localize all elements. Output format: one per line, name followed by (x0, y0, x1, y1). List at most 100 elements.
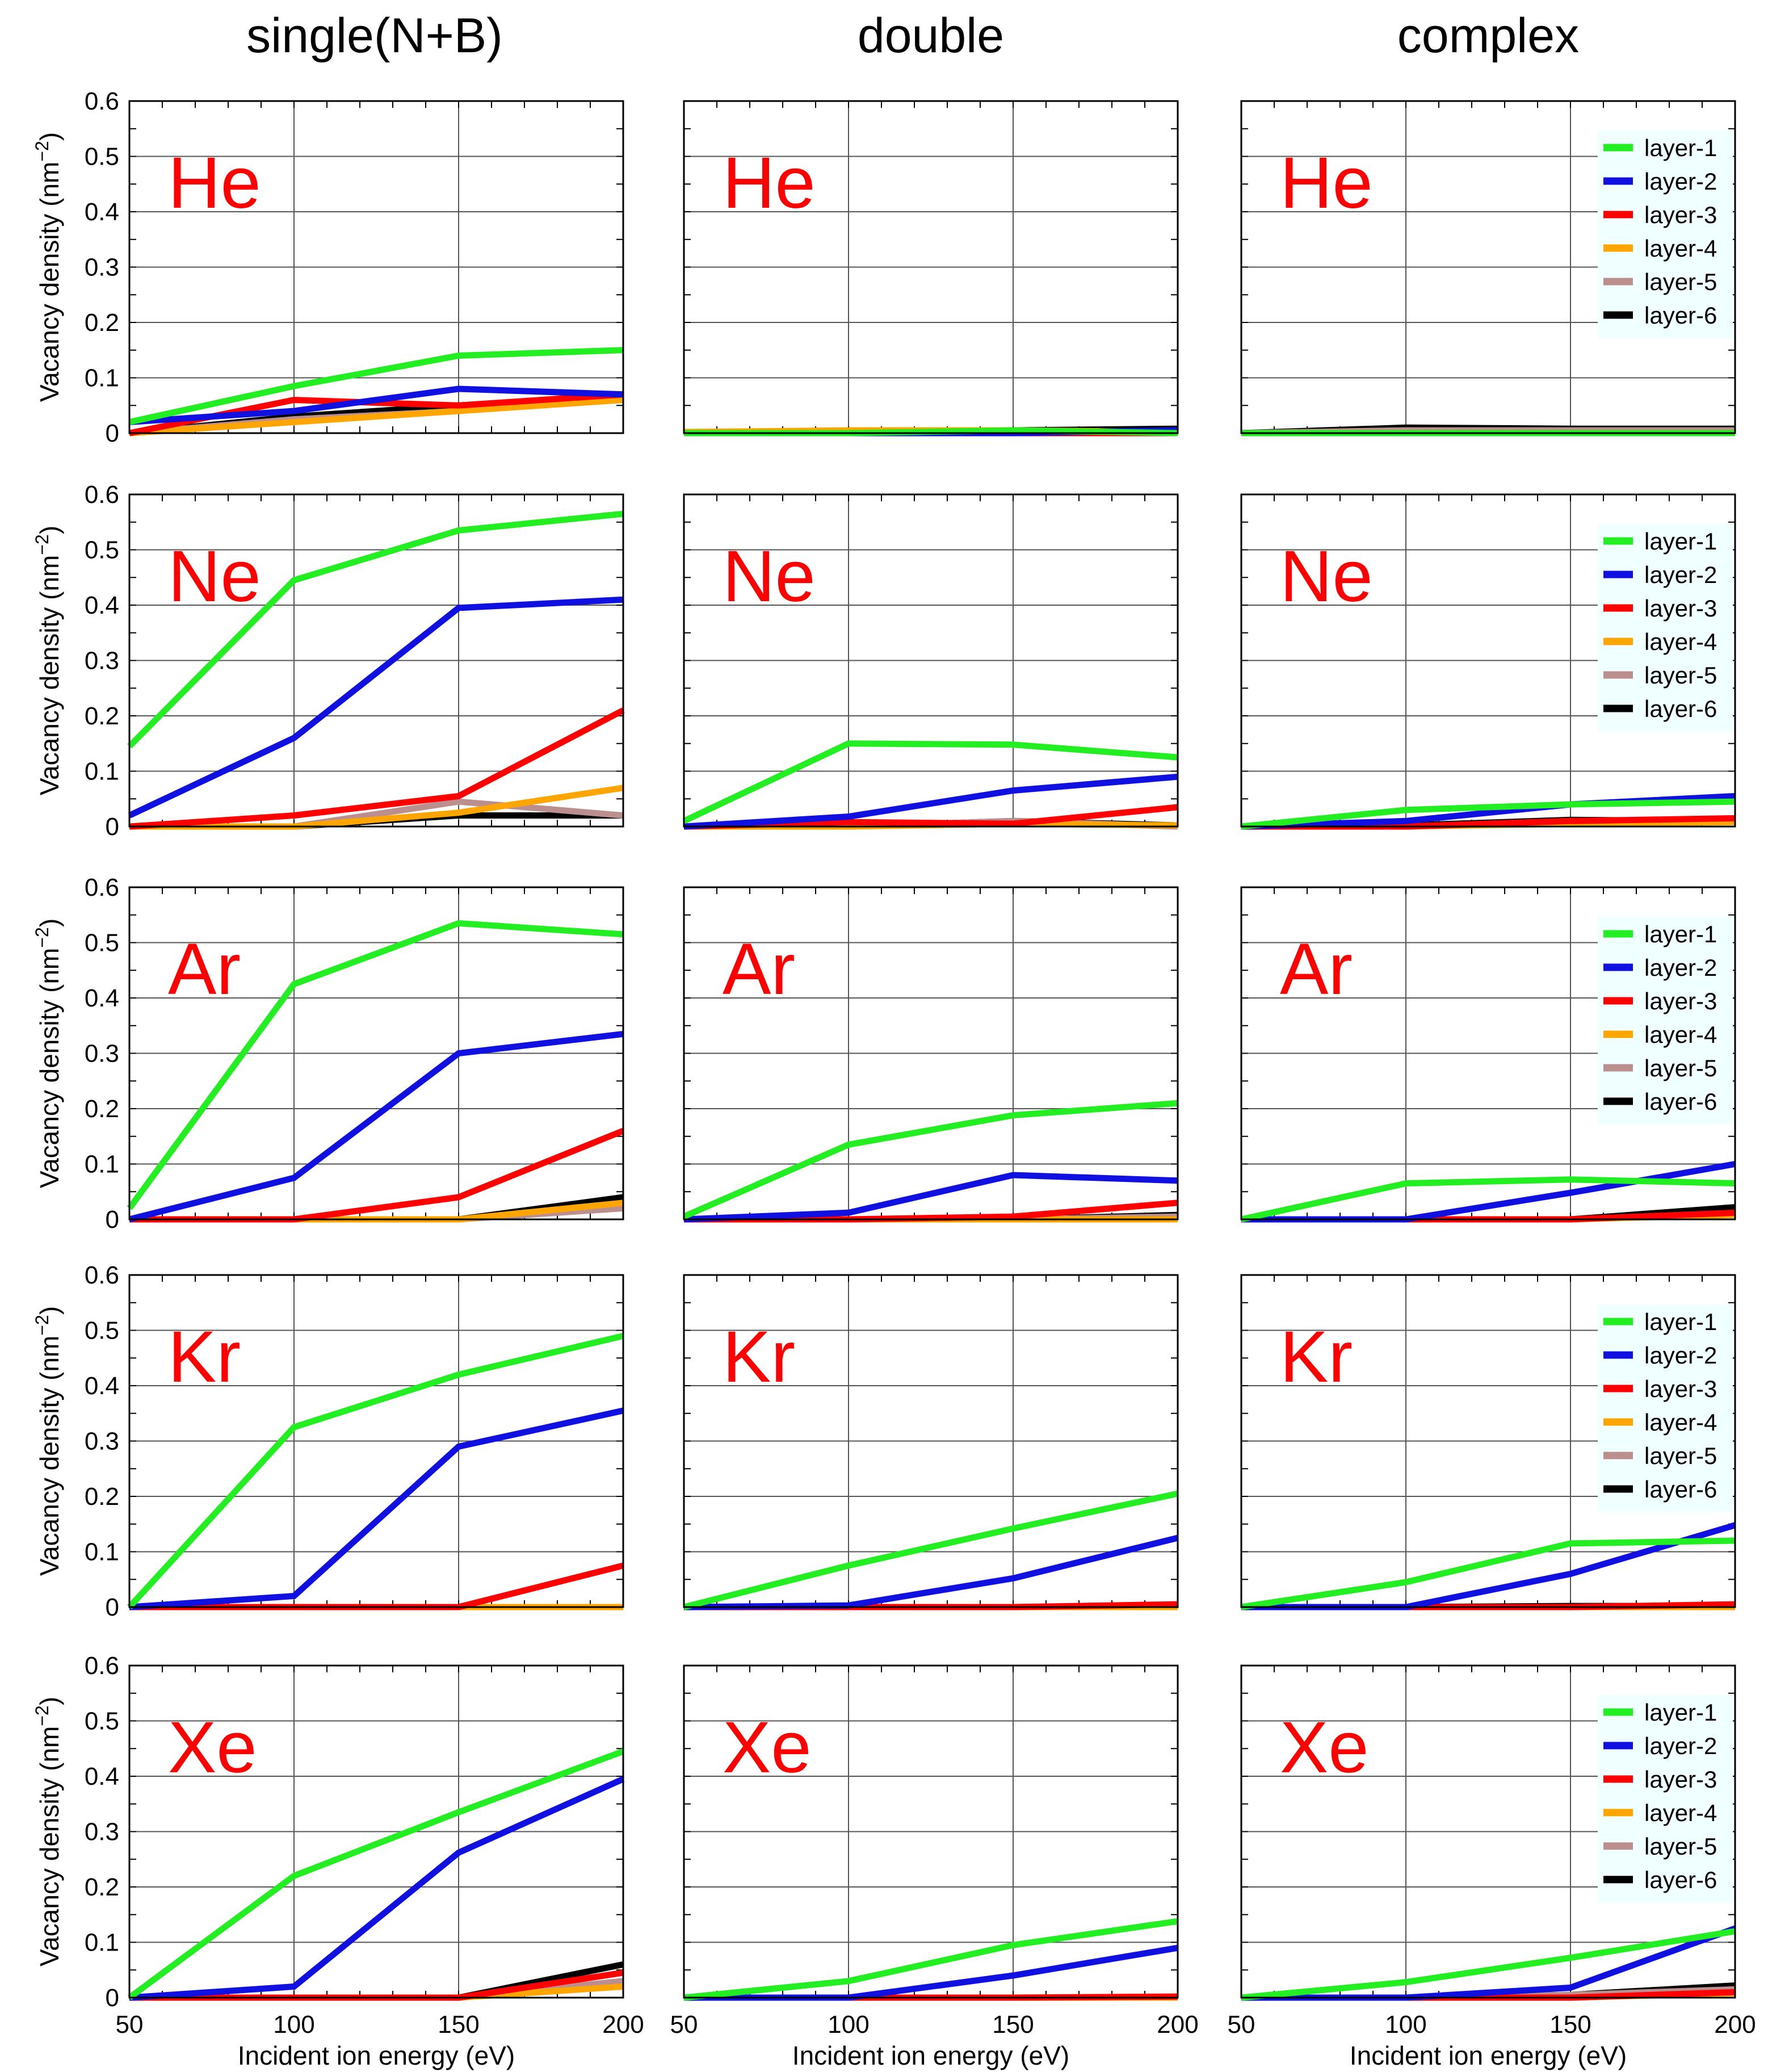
series-line-layer-2 (683, 1172, 1178, 1223)
x-tick-label: 200 (1714, 2011, 1756, 2039)
gas-label: Ne (168, 536, 261, 617)
legend-label-layer-4: layer-4 (1644, 628, 1717, 655)
y-tick-label: 0.3 (85, 254, 119, 282)
plot-frame (1240, 886, 1736, 1220)
y-tick-label: 0.4 (85, 198, 119, 226)
column-title-double: double (858, 9, 1004, 63)
series-line-layer-2 (129, 385, 624, 425)
series-line-layer-1 (1241, 1928, 1736, 2001)
y-tick-label: 0.4 (85, 1763, 119, 1790)
series-line-layer-1 (127, 1332, 624, 1609)
legend-box (1598, 1695, 1733, 1903)
x-tick-label: 200 (1157, 2011, 1198, 2039)
series-line-layer-2 (129, 1776, 625, 2001)
y-tick-label: 0.1 (85, 1151, 119, 1178)
y-tick-label: 0.4 (85, 592, 119, 619)
gas-label: Xe (1280, 1707, 1369, 1788)
legend-label-layer-3: layer-3 (1644, 595, 1717, 622)
gas-label: Ar (168, 929, 241, 1010)
gas-label: He (1280, 142, 1373, 224)
legend-box (1598, 917, 1733, 1125)
legend-label-layer-4: layer-4 (1644, 235, 1717, 262)
y-tick-label: 0.1 (85, 1929, 119, 1957)
legend-label-layer-1: layer-1 (1644, 1699, 1717, 1726)
plot-frame (683, 886, 1179, 1220)
plot-frame (1240, 1274, 1736, 1608)
legend-label-layer-5: layer-5 (1644, 1442, 1717, 1469)
gas-label: Ar (723, 929, 795, 1010)
y-tick-label: 0 (106, 1593, 119, 1621)
y-tick-label: 0 (106, 1984, 119, 2012)
x-axis-label: Incident ion energy (eV) (1350, 2041, 1627, 2070)
plot-frame (128, 493, 624, 828)
series-line-layer-1 (1241, 798, 1736, 830)
x-tick-label: 100 (828, 2011, 869, 2039)
x-axis-label: Incident ion energy (eV) (238, 2041, 515, 2070)
y-tick-label: 0.1 (85, 1538, 119, 1566)
panel-xe-single: 0 0.1 0.2 0.3 0.4 0.5 0.6 Vacancy density (nm−2… (32, 1652, 644, 2070)
panel-xe-double: 50 100 150 200 Incident ion energy (eV) Xe (670, 1664, 1199, 2070)
plot-frame (683, 1274, 1179, 1608)
panel-ar-complex: Ar layer-1 layer-2 layer-3 layer-4 layer-5 lay… (1240, 886, 1736, 1223)
legend-label-layer-3: layer-3 (1644, 202, 1717, 228)
x-tick-label: 150 (438, 2011, 479, 2039)
legend-box (1598, 524, 1733, 732)
y-tick-label: 0.4 (85, 984, 119, 1012)
plot-frame (683, 493, 1179, 828)
y-tick-label: 0.6 (85, 1652, 119, 1680)
plot-frame (128, 1274, 624, 1608)
series-line-layer-1 (682, 1100, 1178, 1220)
y-axis-label: Vacancy density (nm−2) (32, 526, 64, 795)
legend-label-layer-2: layer-2 (1644, 1342, 1717, 1369)
y-tick-label: 0.3 (85, 1040, 119, 1068)
legend-label-layer-2: layer-2 (1644, 561, 1717, 588)
x-tick-label: 100 (1385, 2011, 1426, 2039)
series-line-layer-1 (127, 1748, 624, 2000)
legend-label-layer-1: layer-1 (1644, 921, 1717, 947)
y-tick-label: 0.2 (85, 702, 119, 730)
series-line-layer-1 (682, 740, 1178, 824)
series-line-layer-3 (129, 707, 625, 830)
series-line-layer-4 (129, 397, 624, 437)
panel-xe-complex: 50 100 150 200 Incident ion energy (eV) Xe lay… (1228, 1664, 1756, 2070)
y-tick-label: 0.6 (85, 874, 119, 901)
legend-label-layer-6: layer-6 (1644, 1867, 1717, 1893)
legend-label-layer-6: layer-6 (1644, 1088, 1717, 1115)
legend-label-layer-4: layer-4 (1644, 1409, 1717, 1436)
legend-label-layer-5: layer-5 (1644, 269, 1717, 295)
panel-he-double: He (683, 100, 1179, 437)
x-tick-label: 50 (670, 2011, 698, 2039)
plot-frame (1240, 100, 1736, 434)
series-line-layer-2 (129, 1407, 624, 1610)
panel-he-single: 0 0.1 0.2 0.3 0.4 0.5 0.6 Vacancy density (nm−2… (32, 87, 624, 447)
y-tick-label: 0.2 (85, 309, 119, 337)
legend-label-layer-6: layer-6 (1644, 302, 1717, 329)
y-tick-label: 0.3 (85, 647, 119, 675)
legend-label-layer-1: layer-1 (1644, 1308, 1717, 1335)
y-tick-label: 0.6 (85, 1261, 119, 1289)
x-tick-label: 100 (273, 2011, 314, 2039)
x-tick-label: 200 (602, 2011, 644, 2039)
y-tick-label: 0.1 (85, 364, 119, 392)
series-line-layer-1 (1240, 1176, 1736, 1223)
series-line-layer-2 (683, 773, 1178, 830)
legend-box (1598, 1305, 1733, 1512)
series-line-layer-1 (1241, 1537, 1736, 1610)
x-tick-label: 150 (1549, 2011, 1591, 2039)
y-tick-label: 0.4 (85, 1372, 119, 1400)
y-axis-label: Vacancy density (nm−2) (32, 1697, 64, 1966)
column-title-single: single(N+B) (246, 9, 503, 63)
panel-grid: 0 0.1 0.2 0.3 0.4 0.5 0.6 Vacancy density (nm−2… (32, 87, 1756, 2070)
y-tick-label: 0.6 (85, 87, 119, 115)
gas-label: Xe (723, 1707, 812, 1788)
series-line-layer-1 (127, 920, 624, 1210)
y-axis-label: Vacancy density (nm−2) (32, 918, 64, 1188)
legend-label-layer-2: layer-2 (1644, 168, 1717, 195)
y-tick-label: 0.2 (85, 1483, 119, 1511)
y-tick-label: 0 (106, 1206, 119, 1234)
y-tick-label: 0.6 (85, 481, 119, 509)
gas-label: Ne (723, 536, 816, 617)
legend-label-layer-3: layer-3 (1644, 1375, 1717, 1402)
y-tick-label: 0.3 (85, 1818, 119, 1846)
